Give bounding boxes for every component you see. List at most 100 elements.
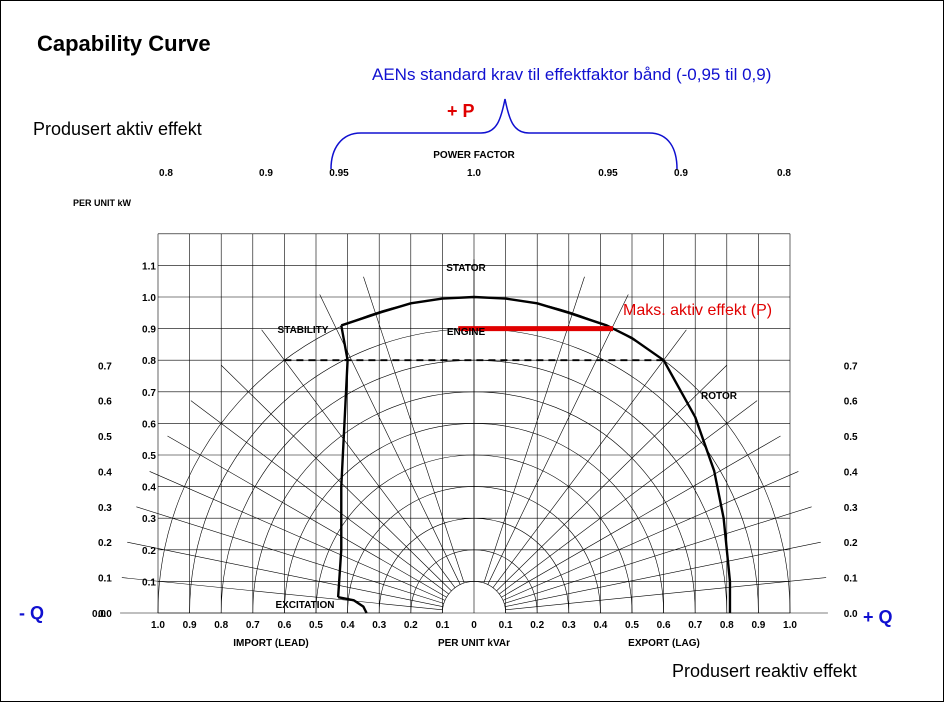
x-tick-label: 0.2 [530, 620, 544, 631]
power-factor-ray [504, 541, 821, 607]
power-factor-ray [363, 276, 465, 584]
x-axis-export-label: EXPORT (LAG) [628, 638, 700, 649]
x-tick-label: 0.9 [751, 620, 765, 631]
region-label-rotor: ROTOR [701, 391, 738, 402]
x-tick-label: 0.8 [214, 620, 228, 631]
pf-label-left: 0.0 [98, 609, 112, 620]
pf-label-right: 0.2 [844, 538, 858, 549]
pf-label-right: 0.7 [844, 361, 858, 372]
power-factor-ray [483, 276, 585, 584]
pf-label-left: 0.2 [98, 538, 112, 549]
y-tick-label: 0.4 [142, 483, 156, 494]
series-stability [336, 325, 349, 598]
pf-label-top: 1.0 [467, 168, 481, 179]
x-tick-label: 0.8 [720, 620, 734, 631]
x-tick-label: 0.2 [404, 620, 418, 631]
plus-q-label: + Q [863, 607, 893, 627]
y-tick-label: 0.8 [142, 356, 156, 367]
x-tick-label: 0.1 [499, 620, 513, 631]
x-tick-label: 0.7 [688, 620, 702, 631]
pf-label-right: 0.4 [844, 467, 858, 478]
power-factor-ray [121, 577, 443, 611]
active-power-label: Produsert aktiv effekt [33, 119, 202, 139]
x-tick-label: 0.1 [435, 620, 449, 631]
power-factor-ray [190, 400, 449, 595]
x-tick-label: 0.5 [625, 620, 639, 631]
region-label-stator: STATOR [446, 263, 486, 274]
x-tick-label: 0.3 [372, 620, 386, 631]
x-tick-label: 0.6 [657, 620, 671, 631]
series-rotor [662, 359, 732, 613]
region-label-stability: STABILITY [278, 325, 329, 336]
y-zero-label: 0.0 [92, 609, 106, 620]
power-factor-ray [127, 541, 444, 607]
pf-label-right: 0.5 [844, 432, 858, 443]
plus-p-label: + P [447, 101, 475, 121]
x-axis-title: PER UNIT kVAr [438, 638, 510, 649]
power-factor-ray [487, 294, 629, 585]
power-factor-ray [136, 506, 444, 604]
x-tick-label: 1.0 [151, 620, 165, 631]
pf-label-right: 0.0 [844, 609, 858, 620]
x-tick-label: 0.4 [593, 620, 607, 631]
x-tick-label: 0.4 [341, 620, 355, 631]
x-tick-label: 1.0 [783, 620, 797, 631]
y-tick-label: 0.9 [142, 325, 156, 336]
y-axis-title: PER UNIT kW [73, 198, 132, 208]
minus-q-label: - Q [19, 603, 44, 623]
power-factor-ray [149, 471, 446, 601]
pf-label-left: 0.1 [98, 574, 112, 585]
y-tick-label: 0.6 [142, 419, 156, 430]
max-active-power-label: Maks. aktiv effekt (P) [623, 302, 773, 319]
power-factor-ray [499, 400, 758, 595]
pf-label-top: 0.9 [674, 168, 688, 179]
pf-label-top: 0.95 [329, 168, 349, 179]
x-tick-label: 0.5 [309, 620, 323, 631]
y-tick-label: 0.2 [142, 546, 156, 557]
pf-label-top: 0.8 [159, 168, 173, 179]
power-factor-ray [505, 577, 827, 611]
reactive-power-label: Produsert reaktiv effekt [672, 661, 857, 681]
y-tick-label: 1.0 [142, 293, 156, 304]
pf-label-right: 0.3 [844, 503, 858, 514]
power-factor-ray [221, 365, 452, 592]
power-factor-ray [167, 435, 447, 598]
series-excitation [337, 596, 368, 614]
x-tick-label: 0.7 [246, 620, 260, 631]
y-tick-label: 0.3 [142, 514, 156, 525]
pf-label-top: 0.9 [259, 168, 273, 179]
region-label-excitation: EXCITATION [275, 600, 334, 611]
power-factor-band-note: AENs standard krav til effektfaktor bånd… [372, 65, 772, 84]
pf-label-left: 0.6 [98, 397, 112, 408]
pf-label-right: 0.1 [844, 574, 858, 585]
power-factor-ray [504, 506, 812, 604]
power-factor-ray [501, 435, 781, 598]
y-tick-label: 0.7 [142, 388, 156, 399]
power-factor-heading: POWER FACTOR [433, 150, 515, 161]
x-tick-label: 0.3 [562, 620, 576, 631]
pf-label-right: 0.6 [844, 397, 858, 408]
power-factor-ray [319, 294, 461, 585]
chart-title: Capability Curve [37, 31, 211, 56]
y-tick-label: 0.1 [142, 577, 156, 588]
series-stator [340, 295, 665, 362]
band-brace [330, 98, 678, 170]
pf-label-top: 0.95 [598, 168, 618, 179]
pf-label-top: 0.8 [777, 168, 791, 179]
x-tick-label: 0.9 [183, 620, 197, 631]
pf-label-left: 0.7 [98, 361, 112, 372]
pf-label-left: 0.5 [98, 432, 112, 443]
power-factor-ray [261, 329, 456, 588]
x-tick-label: 0.6 [277, 620, 291, 631]
pf-label-left: 0.3 [98, 503, 112, 514]
y-tick-label: 1.1 [142, 261, 156, 272]
pf-label-left: 0.4 [98, 467, 112, 478]
power-factor-ray [502, 471, 799, 601]
x-tick-label: 0 [471, 620, 477, 631]
x-axis-import-label: IMPORT (LEAD) [233, 638, 309, 649]
y-tick-label: 0.5 [142, 451, 156, 462]
power-factor-ray [492, 329, 687, 588]
region-label-engine: ENGINE [447, 327, 486, 338]
